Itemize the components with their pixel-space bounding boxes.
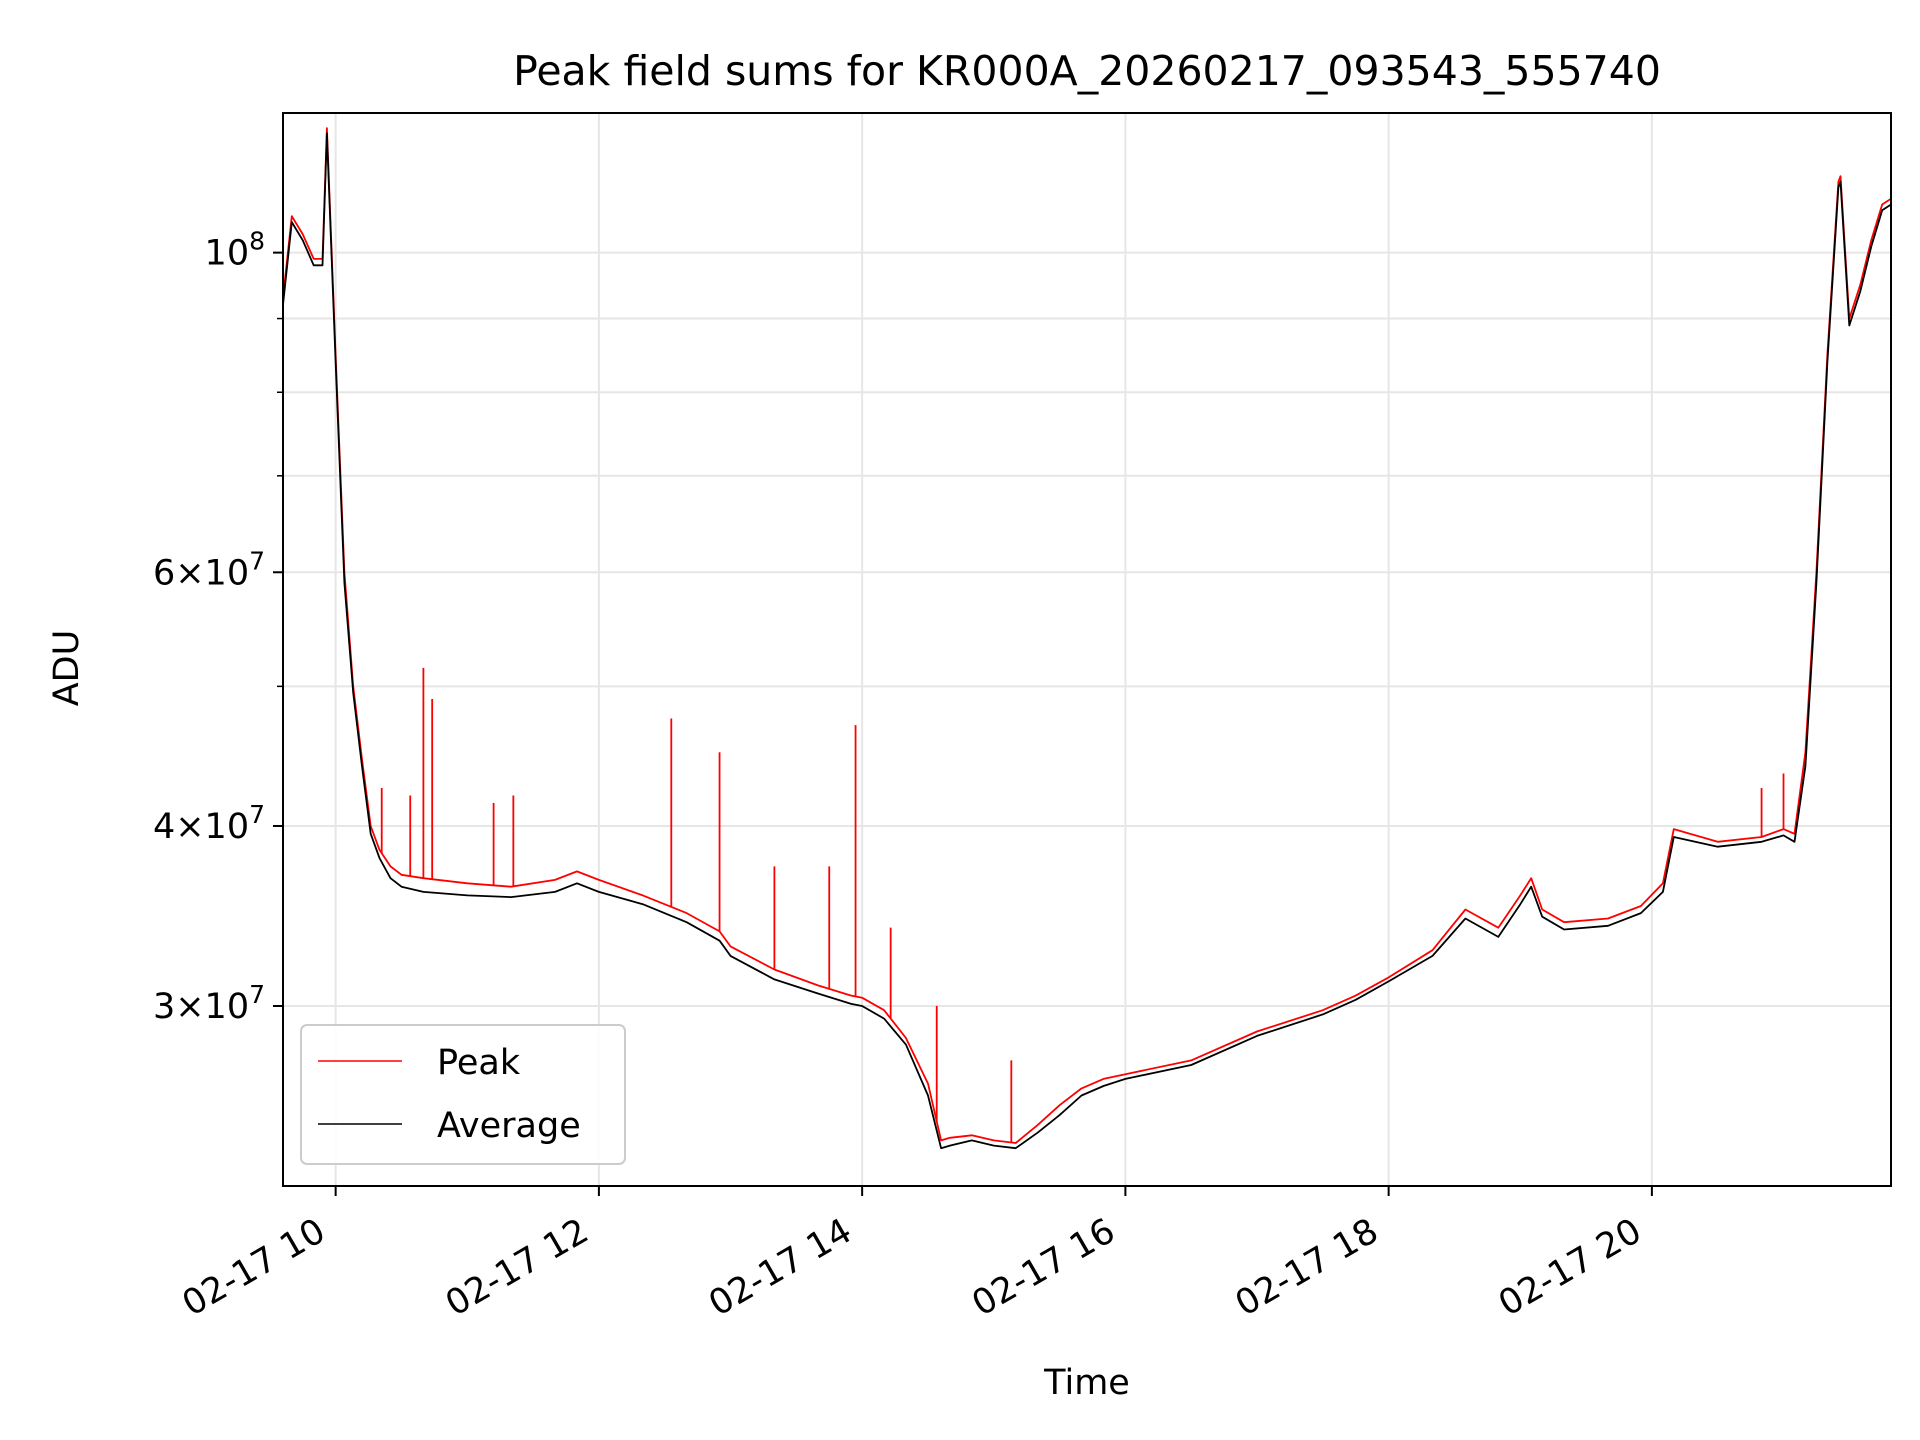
plot-frame xyxy=(282,112,1892,1187)
chart-title: Peak field sums for KR000A_20260217_0935… xyxy=(513,47,1661,95)
x-tick-label: 02-17 14 xyxy=(702,1211,858,1324)
legend-label-peak: Peak xyxy=(437,1043,521,1083)
y-axis-label: ADU xyxy=(47,630,87,707)
y-tick-label: 108 xyxy=(205,227,265,274)
legend-box xyxy=(300,1024,626,1165)
x-tick-label: 02-17 10 xyxy=(176,1211,332,1324)
legend: Peak Average xyxy=(300,1024,626,1165)
grid xyxy=(283,113,1891,1186)
series-layer xyxy=(282,127,1892,1150)
y-tick-label: 4×107 xyxy=(153,800,265,847)
x-tick-label: 02-17 16 xyxy=(966,1211,1122,1324)
series-line-average xyxy=(282,132,1892,1150)
series-line-peak xyxy=(282,127,1892,1144)
x-axis-label: Time xyxy=(1043,1363,1130,1403)
x-tick-label: 02-17 18 xyxy=(1229,1211,1385,1324)
y-tick-label: 6×107 xyxy=(153,546,265,593)
x-tick-label: 02-17 12 xyxy=(439,1211,595,1324)
x-tick-label: 02-17 20 xyxy=(1492,1211,1648,1324)
y-tick-label: 3×107 xyxy=(153,980,265,1027)
legend-label-average: Average xyxy=(437,1106,581,1146)
